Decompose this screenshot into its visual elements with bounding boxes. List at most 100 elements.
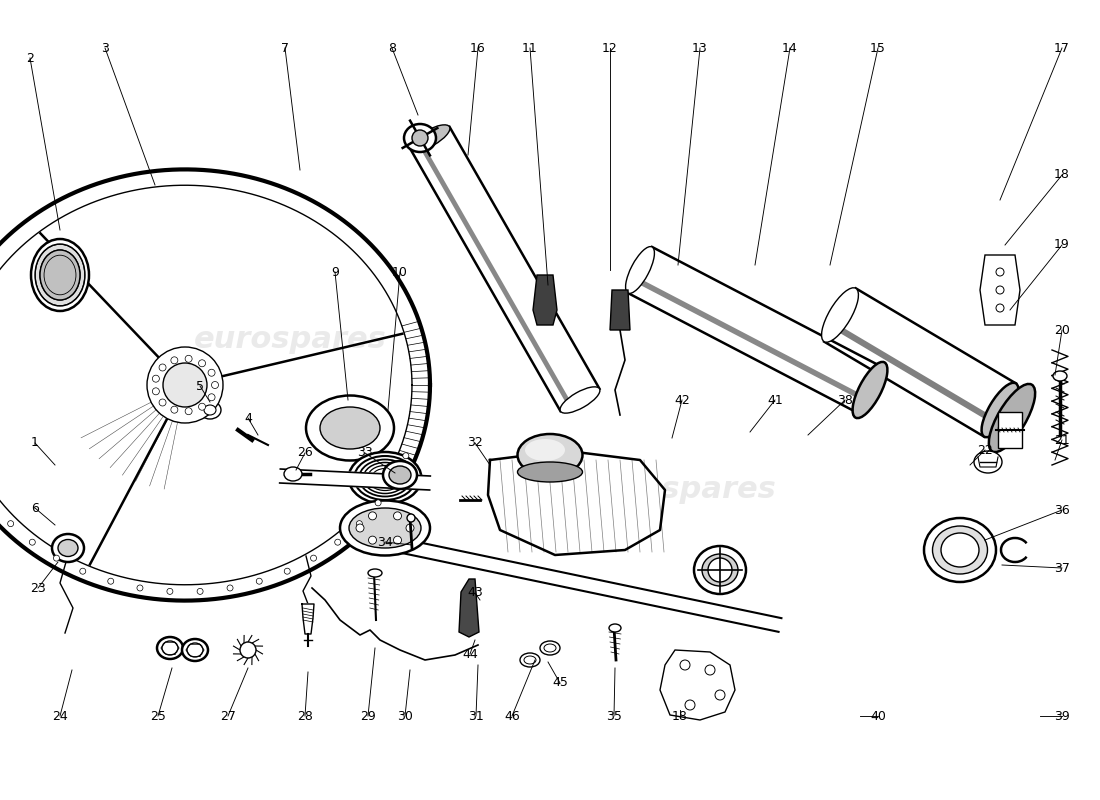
Ellipse shape [626, 246, 654, 294]
Circle shape [685, 700, 695, 710]
Ellipse shape [702, 554, 738, 586]
Ellipse shape [517, 462, 583, 482]
Text: 46: 46 [504, 710, 520, 722]
Circle shape [108, 578, 113, 584]
Circle shape [136, 585, 143, 591]
Polygon shape [410, 127, 600, 411]
Ellipse shape [349, 508, 421, 548]
Circle shape [198, 403, 206, 410]
Polygon shape [534, 275, 557, 325]
Circle shape [170, 357, 178, 364]
Text: 28: 28 [297, 710, 312, 722]
Ellipse shape [933, 526, 988, 574]
Circle shape [310, 555, 317, 561]
Text: 22: 22 [977, 443, 993, 457]
Circle shape [153, 388, 159, 395]
Ellipse shape [410, 125, 450, 151]
Circle shape [334, 539, 341, 545]
Text: 31: 31 [469, 710, 484, 722]
Ellipse shape [924, 518, 996, 582]
Circle shape [147, 347, 223, 423]
Text: 5: 5 [196, 379, 204, 393]
Ellipse shape [372, 469, 398, 487]
Ellipse shape [404, 124, 436, 152]
Circle shape [197, 588, 204, 594]
Ellipse shape [525, 439, 565, 461]
Text: 39: 39 [1054, 710, 1070, 722]
Text: 16: 16 [470, 42, 486, 54]
Polygon shape [628, 247, 882, 413]
Ellipse shape [340, 501, 430, 555]
Polygon shape [279, 469, 430, 490]
Polygon shape [660, 650, 735, 720]
Text: 4: 4 [244, 411, 252, 425]
Circle shape [356, 524, 364, 532]
Circle shape [153, 375, 159, 382]
Polygon shape [610, 290, 630, 330]
Circle shape [708, 558, 732, 582]
Text: 3: 3 [101, 42, 109, 54]
Circle shape [407, 514, 415, 522]
Circle shape [996, 286, 1004, 294]
Ellipse shape [560, 387, 600, 413]
Text: 43: 43 [468, 586, 483, 599]
Circle shape [8, 521, 13, 526]
Text: 23: 23 [30, 582, 46, 594]
Circle shape [705, 665, 715, 675]
Circle shape [996, 304, 1004, 312]
Circle shape [715, 690, 725, 700]
Ellipse shape [383, 461, 417, 489]
Ellipse shape [349, 452, 421, 504]
Text: 35: 35 [606, 710, 621, 722]
Circle shape [284, 568, 290, 574]
Ellipse shape [367, 466, 403, 490]
Text: 17: 17 [1054, 42, 1070, 54]
Ellipse shape [520, 653, 540, 667]
Polygon shape [302, 604, 313, 634]
Circle shape [160, 399, 166, 406]
Ellipse shape [162, 641, 178, 655]
Text: 12: 12 [602, 42, 618, 54]
Text: 24: 24 [52, 710, 68, 722]
Circle shape [185, 408, 192, 414]
Polygon shape [488, 450, 666, 555]
Circle shape [680, 660, 690, 670]
Circle shape [167, 588, 173, 594]
Circle shape [403, 453, 409, 458]
Text: 32: 32 [468, 437, 483, 450]
Ellipse shape [981, 382, 1019, 438]
Ellipse shape [40, 250, 80, 300]
Text: 21: 21 [1054, 434, 1070, 446]
Text: 11: 11 [522, 42, 538, 54]
Ellipse shape [182, 639, 208, 661]
Ellipse shape [940, 533, 979, 567]
Text: 40: 40 [870, 710, 886, 722]
Text: 41: 41 [767, 394, 783, 406]
Circle shape [368, 536, 376, 544]
Text: 25: 25 [150, 710, 166, 722]
Circle shape [227, 585, 233, 591]
Circle shape [160, 364, 166, 371]
Ellipse shape [31, 239, 89, 311]
Text: 2: 2 [26, 51, 34, 65]
Circle shape [412, 130, 428, 146]
Polygon shape [980, 255, 1020, 325]
Text: 13: 13 [692, 42, 708, 54]
Circle shape [368, 512, 376, 520]
Ellipse shape [544, 644, 556, 652]
Ellipse shape [1053, 371, 1067, 381]
Text: 44: 44 [462, 647, 477, 661]
Text: 6: 6 [31, 502, 38, 514]
Circle shape [406, 524, 414, 532]
Ellipse shape [389, 466, 411, 484]
Ellipse shape [187, 643, 204, 657]
Text: 37: 37 [1054, 562, 1070, 574]
Circle shape [163, 363, 207, 407]
Polygon shape [998, 412, 1022, 448]
Ellipse shape [306, 395, 394, 461]
Circle shape [996, 268, 1004, 276]
Text: 18: 18 [672, 710, 688, 722]
Circle shape [211, 382, 219, 389]
Ellipse shape [989, 384, 1035, 452]
Text: 15: 15 [870, 42, 886, 54]
